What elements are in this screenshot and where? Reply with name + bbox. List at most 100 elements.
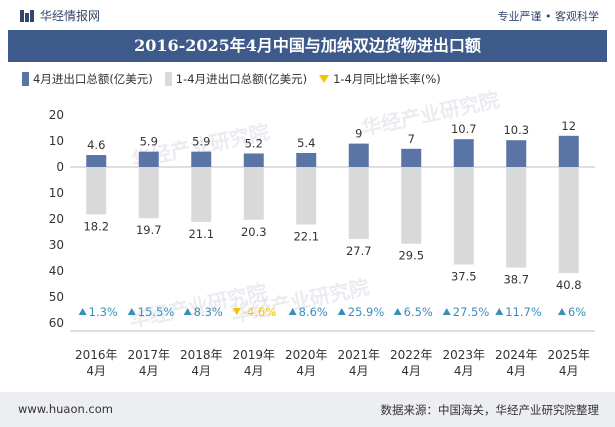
growth-triangle-up-icon [557,308,566,315]
growth-label: 25.9% [348,305,385,319]
footer: www.huaon.com 数据来源：中国海关，华经产业研究院整理 [0,392,615,427]
chart: 20 10 0 10 20 30 40 50 60 4.6 18.2 1.3% 2016年 4月 5.9 19… [49,108,595,378]
x-tick-label: 2023年 [442,348,485,362]
growth-triangle-up-icon [393,308,402,315]
ytd-bar [401,167,422,244]
legend-item-april: 4月进出口总额(亿美元) [22,71,153,87]
x-tick-label: 2021年 [337,348,380,362]
growth-label: 15.5% [138,305,175,319]
x-tick-label: 4月 [349,364,369,378]
growth-label: 6% [568,305,586,319]
april-bar [506,140,527,167]
growth-triangle-up-icon [442,308,451,315]
growth-triangle-up-icon [183,308,192,315]
april-bar-label: 9 [355,127,362,141]
huajing-logo-icon [20,9,34,22]
y-tick-label: 20 [49,212,64,226]
x-tick-label: 2019年 [232,348,275,362]
growth-triangle-up-icon [127,308,136,315]
growth-triangle-up-icon [495,308,504,315]
april-bar-label: 10.7 [451,122,477,136]
y-tick-label: 40 [49,264,64,278]
top-bar: 华经情报网 专业严谨 • 客观科学 [0,0,615,30]
april-bar [138,151,159,167]
x-tick-label: 4月 [454,364,474,378]
legend-label-april: 4月进出口总额(亿美元) [33,72,153,86]
ytd-bar [453,167,474,265]
ytd-bar-label: 19.7 [136,223,162,237]
growth-label: 8.6% [299,305,328,319]
x-tick-label: 4月 [139,364,159,378]
april-bar-label: 5.2 [245,136,263,150]
growth-label: 8.3% [194,305,223,319]
ytd-bar-label: 40.8 [556,278,582,292]
growth-triangle-down-icon [232,308,241,315]
ytd-bar-label: 38.7 [503,273,529,287]
ytd-bar-label: 22.1 [293,229,319,243]
y-tick-label: 50 [49,290,64,304]
ytd-bar [506,167,527,268]
growth-triangle-up-icon [337,308,346,315]
april-bar [453,139,474,167]
slogan: 专业严谨 • 客观科学 [497,10,599,23]
april-bar [243,153,264,167]
x-tick-label: 2017年 [127,348,170,362]
april-bar [296,152,317,167]
april-bar-label: 5.4 [297,136,315,150]
chart-title: 2016-2025年4月中国与加纳双边货物进出口额 [134,36,481,55]
april-bar [348,143,369,167]
ytd-bar [558,167,579,274]
april-bar [191,151,212,167]
x-tick-label: 2020年 [285,348,328,362]
x-tick-label: 2016年 [75,348,118,362]
april-bar-label: 4.6 [87,138,105,152]
growth-triangle-up-icon [288,308,297,315]
growth-label: 11.7% [505,305,542,319]
ytd-bar-label: 37.5 [451,270,477,284]
april-bar [558,135,579,167]
x-tick-label: 4月 [559,364,579,378]
x-tick-label: 4月 [401,364,421,378]
brand-name: 华经情报网 [40,9,101,23]
legend-label-growth: 1-4月同比增长率(%) [333,72,441,86]
april-bar-label: 12 [561,119,576,133]
ytd-bar-label: 27.7 [346,244,372,258]
y-tick-label: 60 [49,316,64,330]
x-tick-label: 4月 [191,364,211,378]
legend: 4月进出口总额(亿美元) 1-4月进出口总额(亿美元) 1-4月同比增长率(%) [22,70,453,88]
ytd-bar-label: 18.2 [83,219,109,233]
growth-label: 6.5% [404,305,433,319]
ytd-bar-label: 20.3 [241,225,267,239]
april-bar-label: 5.9 [140,135,158,149]
legend-label-ytd: 1-4月进出口总额(亿美元) [175,72,308,86]
growth-label: 27.5% [453,305,490,319]
april-bar-label: 7 [408,132,415,146]
x-tick-label: 2022年 [390,348,433,362]
brand: 华经情报网 [20,7,100,24]
x-tick-label: 4月 [244,364,264,378]
website-link[interactable]: www.huaon.com [18,402,113,416]
growth-label: 1.3% [89,305,118,319]
ytd-bar [86,167,107,215]
legend-triangle-down-icon [319,75,330,83]
y-tick-label: 30 [49,238,64,252]
y-tick-label: 0 [56,160,64,174]
growth-label: -4.6% [243,305,276,319]
ytd-bar [138,167,159,219]
y-tick-label: 20 [49,108,64,122]
ytd-bar-label: 29.5 [398,249,424,263]
x-tick-label: 4月 [296,364,316,378]
legend-swatch-april [22,72,29,86]
y-tick-label: 10 [49,186,64,200]
x-tick-label: 4月 [506,364,526,378]
ytd-bar [296,167,317,225]
data-source: 数据来源：中国海关，华经产业研究院整理 [380,403,600,417]
growth-triangle-up-icon [78,308,87,315]
x-tick-label: 2018年 [180,348,223,362]
x-tick-label: 2025年 [547,348,590,362]
legend-item-growth: 1-4月同比增长率(%) [319,71,441,87]
ytd-bar [243,167,264,220]
ytd-bar [348,167,369,240]
ytd-bar [191,167,212,222]
x-tick-label: 4月 [86,364,106,378]
